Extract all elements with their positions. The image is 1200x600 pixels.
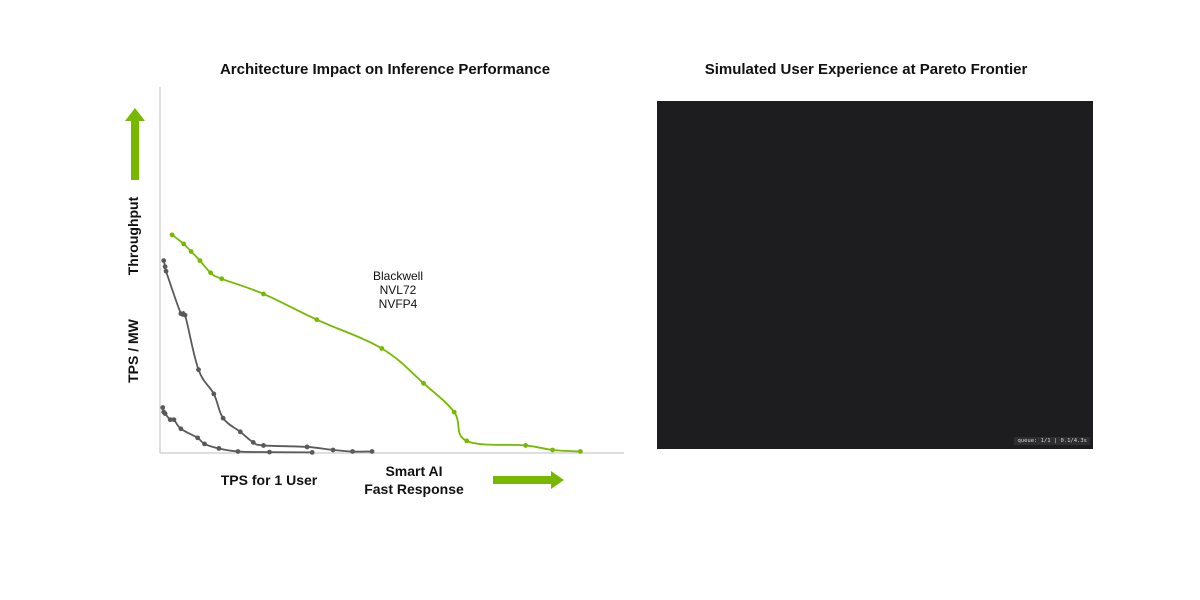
data-point-0-2 [188, 249, 194, 254]
video-panel-title: Simulated User Experience at Pareto Fron… [704, 61, 1028, 78]
data-point-2-7 [202, 441, 207, 447]
data-point-1-8 [237, 429, 243, 435]
y-axis-label-throughput: Throughput [125, 196, 141, 275]
chart-title: Architecture Impact on Inference Perform… [219, 61, 551, 78]
y-axis-label-tps-mw: TPS / MW [125, 318, 141, 383]
data-point-0-1 [181, 241, 187, 247]
data-point-1-3 [178, 311, 184, 317]
data-point-1-11 [304, 444, 310, 450]
data-point-1-10 [261, 443, 266, 448]
data-point-0-0 [169, 232, 175, 238]
throughput-up-arrow-icon [125, 108, 145, 180]
data-point-2-3 [167, 417, 173, 423]
data-point-1-1 [162, 264, 168, 270]
data-point-2-9 [235, 449, 241, 454]
data-point-1-12 [330, 447, 336, 453]
data-point-0-6 [261, 291, 266, 297]
series-label-line-0: Blackwell [373, 269, 423, 283]
series-line-0 [171, 234, 581, 453]
series-label-line-2: NVFP4 [379, 297, 418, 311]
fast-response-right-arrow-icon [493, 471, 564, 489]
data-point-1-4 [182, 312, 188, 318]
data-point-0-12 [523, 443, 529, 448]
data-point-1-2 [163, 268, 169, 274]
data-point-0-8 [379, 346, 385, 351]
series-2 [160, 405, 315, 455]
data-point-0-9 [421, 380, 426, 386]
data-point-2-4 [171, 417, 177, 423]
data-point-2-2 [162, 411, 168, 417]
series-label-line-1: NVL72 [380, 283, 417, 297]
data-point-2-8 [216, 446, 222, 451]
data-point-2-10 [267, 449, 272, 455]
queue-status-badge: queue: 1/1 | 0.1/4.3s [1014, 437, 1090, 445]
data-point-0-11 [464, 438, 470, 444]
data-point-1-5 [196, 367, 201, 373]
data-point-0-3 [197, 258, 203, 263]
data-point-1-0 [161, 258, 167, 263]
x-axis-label-fast-response: Fast Response [364, 481, 464, 497]
data-point-1-14 [369, 449, 375, 454]
data-point-0-10 [451, 409, 457, 415]
data-point-0-7 [314, 317, 320, 323]
data-point-0-13 [550, 447, 555, 453]
data-point-0-14 [577, 449, 583, 454]
x-axis-label-smart-ai: Smart AI [385, 463, 442, 479]
series-1 [161, 258, 375, 454]
series-line-1 [162, 260, 373, 453]
data-point-1-6 [211, 391, 217, 397]
data-point-0-5 [219, 276, 225, 282]
data-point-2-5 [178, 426, 184, 432]
simulated-ux-panel: queue: 1/1 | 0.1/4.3s [657, 101, 1093, 449]
x-axis-label-tps-one-user: TPS for 1 User [221, 472, 318, 488]
data-point-2-0 [160, 405, 166, 410]
series-0 [169, 232, 583, 454]
data-point-1-13 [350, 449, 355, 454]
data-point-0-4 [208, 270, 213, 276]
data-point-2-11 [309, 449, 315, 455]
data-point-1-9 [250, 439, 256, 445]
data-point-2-6 [195, 435, 200, 441]
data-point-1-7 [220, 415, 226, 421]
